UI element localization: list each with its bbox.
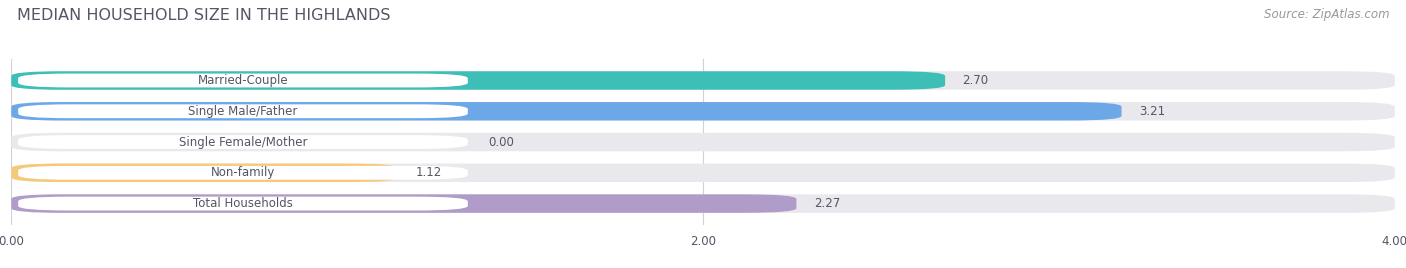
Text: Source: ZipAtlas.com: Source: ZipAtlas.com xyxy=(1264,8,1389,21)
Text: 0.00: 0.00 xyxy=(488,136,515,148)
FancyBboxPatch shape xyxy=(11,163,399,182)
Text: Total Households: Total Households xyxy=(193,197,292,210)
Text: Single Female/Mother: Single Female/Mother xyxy=(179,136,308,148)
Text: 3.21: 3.21 xyxy=(1139,105,1166,118)
FancyBboxPatch shape xyxy=(11,133,1395,151)
Text: MEDIAN HOUSEHOLD SIZE IN THE HIGHLANDS: MEDIAN HOUSEHOLD SIZE IN THE HIGHLANDS xyxy=(17,8,391,23)
FancyBboxPatch shape xyxy=(11,102,1122,121)
FancyBboxPatch shape xyxy=(11,102,1395,121)
Text: Non-family: Non-family xyxy=(211,166,276,179)
Text: 2.70: 2.70 xyxy=(962,74,988,87)
Text: Single Male/Father: Single Male/Father xyxy=(188,105,298,118)
FancyBboxPatch shape xyxy=(11,194,1395,213)
FancyBboxPatch shape xyxy=(18,135,468,149)
Text: 2.27: 2.27 xyxy=(814,197,839,210)
FancyBboxPatch shape xyxy=(18,197,468,210)
FancyBboxPatch shape xyxy=(11,71,945,90)
FancyBboxPatch shape xyxy=(18,74,468,87)
FancyBboxPatch shape xyxy=(11,71,1395,90)
FancyBboxPatch shape xyxy=(18,104,468,118)
FancyBboxPatch shape xyxy=(11,194,796,213)
Text: 1.12: 1.12 xyxy=(416,166,441,179)
FancyBboxPatch shape xyxy=(18,166,468,180)
Text: Married-Couple: Married-Couple xyxy=(198,74,288,87)
FancyBboxPatch shape xyxy=(11,163,1395,182)
